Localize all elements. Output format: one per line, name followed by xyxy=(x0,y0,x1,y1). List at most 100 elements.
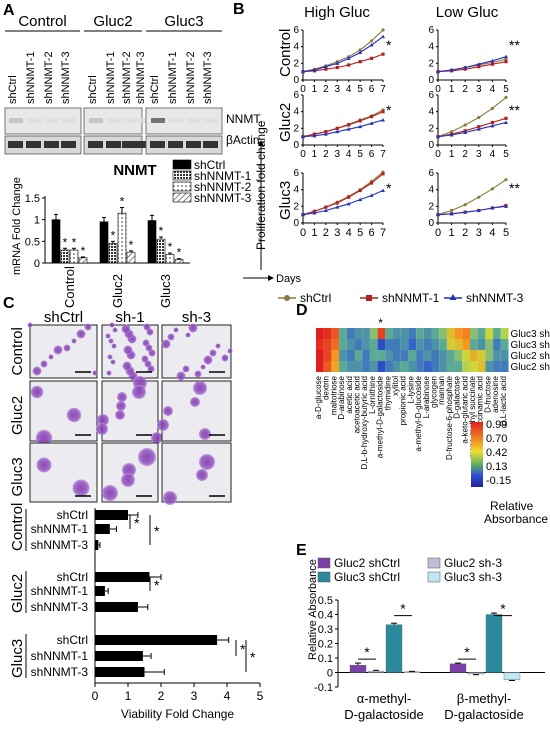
blot-label-actin: βActin xyxy=(226,133,260,147)
data-point xyxy=(301,69,305,74)
data-point xyxy=(504,95,508,100)
heatmap-cell xyxy=(377,339,386,350)
category-label: shNNMT-3 xyxy=(31,538,89,552)
x-tick-label: 3 xyxy=(476,227,482,239)
colony xyxy=(122,361,132,371)
data-point xyxy=(324,205,328,209)
column-label: D-fructose xyxy=(483,375,492,412)
lane-label: shNNMT-1 xyxy=(105,51,117,104)
colony xyxy=(176,371,186,381)
data-point xyxy=(381,118,385,122)
y-tick-label: 0.3 xyxy=(318,624,333,636)
heatmap-cell xyxy=(323,328,332,339)
data-point xyxy=(504,120,508,124)
colony xyxy=(196,469,208,481)
colony xyxy=(132,385,146,399)
x-tick-label: 4 xyxy=(346,149,352,160)
bar xyxy=(95,651,143,661)
data-point xyxy=(358,124,363,129)
heatmap-cell xyxy=(362,350,370,361)
heatmap-cell xyxy=(331,339,340,350)
column-label: L-ornithine xyxy=(368,375,377,413)
group-label: Gluc2 xyxy=(9,574,26,613)
colony xyxy=(221,354,229,362)
category-label: α-methyl- xyxy=(357,691,411,706)
significance-marker: * xyxy=(72,235,77,249)
colony xyxy=(188,323,198,333)
colony xyxy=(203,355,213,365)
colony xyxy=(35,429,53,447)
legend-label: shNNMT-1 xyxy=(194,169,252,183)
colony xyxy=(123,345,133,355)
column-label: D,L-lactic acid xyxy=(499,376,508,426)
data-point xyxy=(490,62,494,66)
data-point xyxy=(450,130,454,134)
y-tick-label: 6 xyxy=(428,25,434,36)
x-tick-label: 0 xyxy=(435,227,441,239)
heatmap-cell xyxy=(369,328,378,339)
row-label: Gluc2 shCtrl xyxy=(511,351,550,362)
colony xyxy=(30,385,44,399)
row-label: Gluc3 shCtrl xyxy=(511,329,550,340)
heatmap-cell xyxy=(423,339,432,350)
y-tick-label: 6 xyxy=(293,168,299,179)
x-tick-label: 0 xyxy=(300,84,306,95)
heatmap-cell xyxy=(346,361,355,372)
colony xyxy=(72,479,90,497)
significance-marker: * xyxy=(240,641,246,657)
nnmt-band xyxy=(62,118,76,123)
bar xyxy=(60,249,70,264)
heatmap-cell xyxy=(485,339,494,350)
bar xyxy=(95,586,105,596)
y-tick-label: 2 xyxy=(293,201,299,212)
heatmap-cell xyxy=(377,361,386,372)
bar xyxy=(95,667,145,677)
x-tick-label: 1 xyxy=(311,227,317,239)
colony xyxy=(185,332,191,338)
x-tick-label: 3 xyxy=(191,689,198,703)
lane-label: shNNMT-3 xyxy=(202,51,214,104)
data-point xyxy=(463,123,467,127)
data-point xyxy=(358,60,362,64)
legend-label: shCtrl xyxy=(194,158,225,172)
heatmap-cell xyxy=(369,339,378,350)
legend-label: Gluc2 shCtrl xyxy=(334,556,400,570)
heatmap-cell xyxy=(323,361,332,372)
column-label: D,L-b-hydroxy-butyric acid xyxy=(360,376,369,469)
x-tick-label: 3 xyxy=(476,84,482,95)
heatmap-cell xyxy=(477,350,486,361)
column-label: a-methyl-D-glucoside xyxy=(414,375,423,451)
heatmap-cell xyxy=(354,339,363,350)
y-tick-label: 0 xyxy=(293,75,299,86)
data-point xyxy=(346,56,351,60)
significance-marker: * xyxy=(364,644,370,660)
bar xyxy=(385,624,403,673)
significance-marker: ** xyxy=(509,180,520,196)
data-point xyxy=(381,34,385,39)
y-tick-label: 0.5 xyxy=(318,595,333,607)
legend-swatch xyxy=(172,181,192,192)
x-tick-label: 5 xyxy=(357,149,363,160)
row-title: Control xyxy=(9,327,26,375)
heatmap-cell xyxy=(439,339,447,350)
heatmap-cell xyxy=(316,350,324,361)
data-point xyxy=(301,134,305,139)
series-line xyxy=(437,61,507,73)
blot-label-nnmt: NNMT xyxy=(226,112,261,126)
data-point xyxy=(476,62,481,66)
column-label: thymidine xyxy=(383,375,392,410)
legend-label: shNNMT-2 xyxy=(194,180,252,194)
heatmap-cell xyxy=(423,350,432,361)
column-title: Low Gluc xyxy=(436,4,499,21)
y-tick-label: 0.2 xyxy=(318,639,333,651)
y-tick-label: 6 xyxy=(293,25,299,36)
legend-label: Gluc3 sh-3 xyxy=(444,570,502,584)
data-point xyxy=(312,133,317,138)
bar xyxy=(117,212,127,264)
heatmap-cell xyxy=(500,328,509,339)
y-tick-label: -0.1 xyxy=(314,682,333,694)
y-tick-label: 4 xyxy=(293,42,299,53)
x-tick-label: 6 xyxy=(369,84,375,95)
heatmap-cell xyxy=(416,350,424,361)
heatmap-cell xyxy=(485,361,494,372)
